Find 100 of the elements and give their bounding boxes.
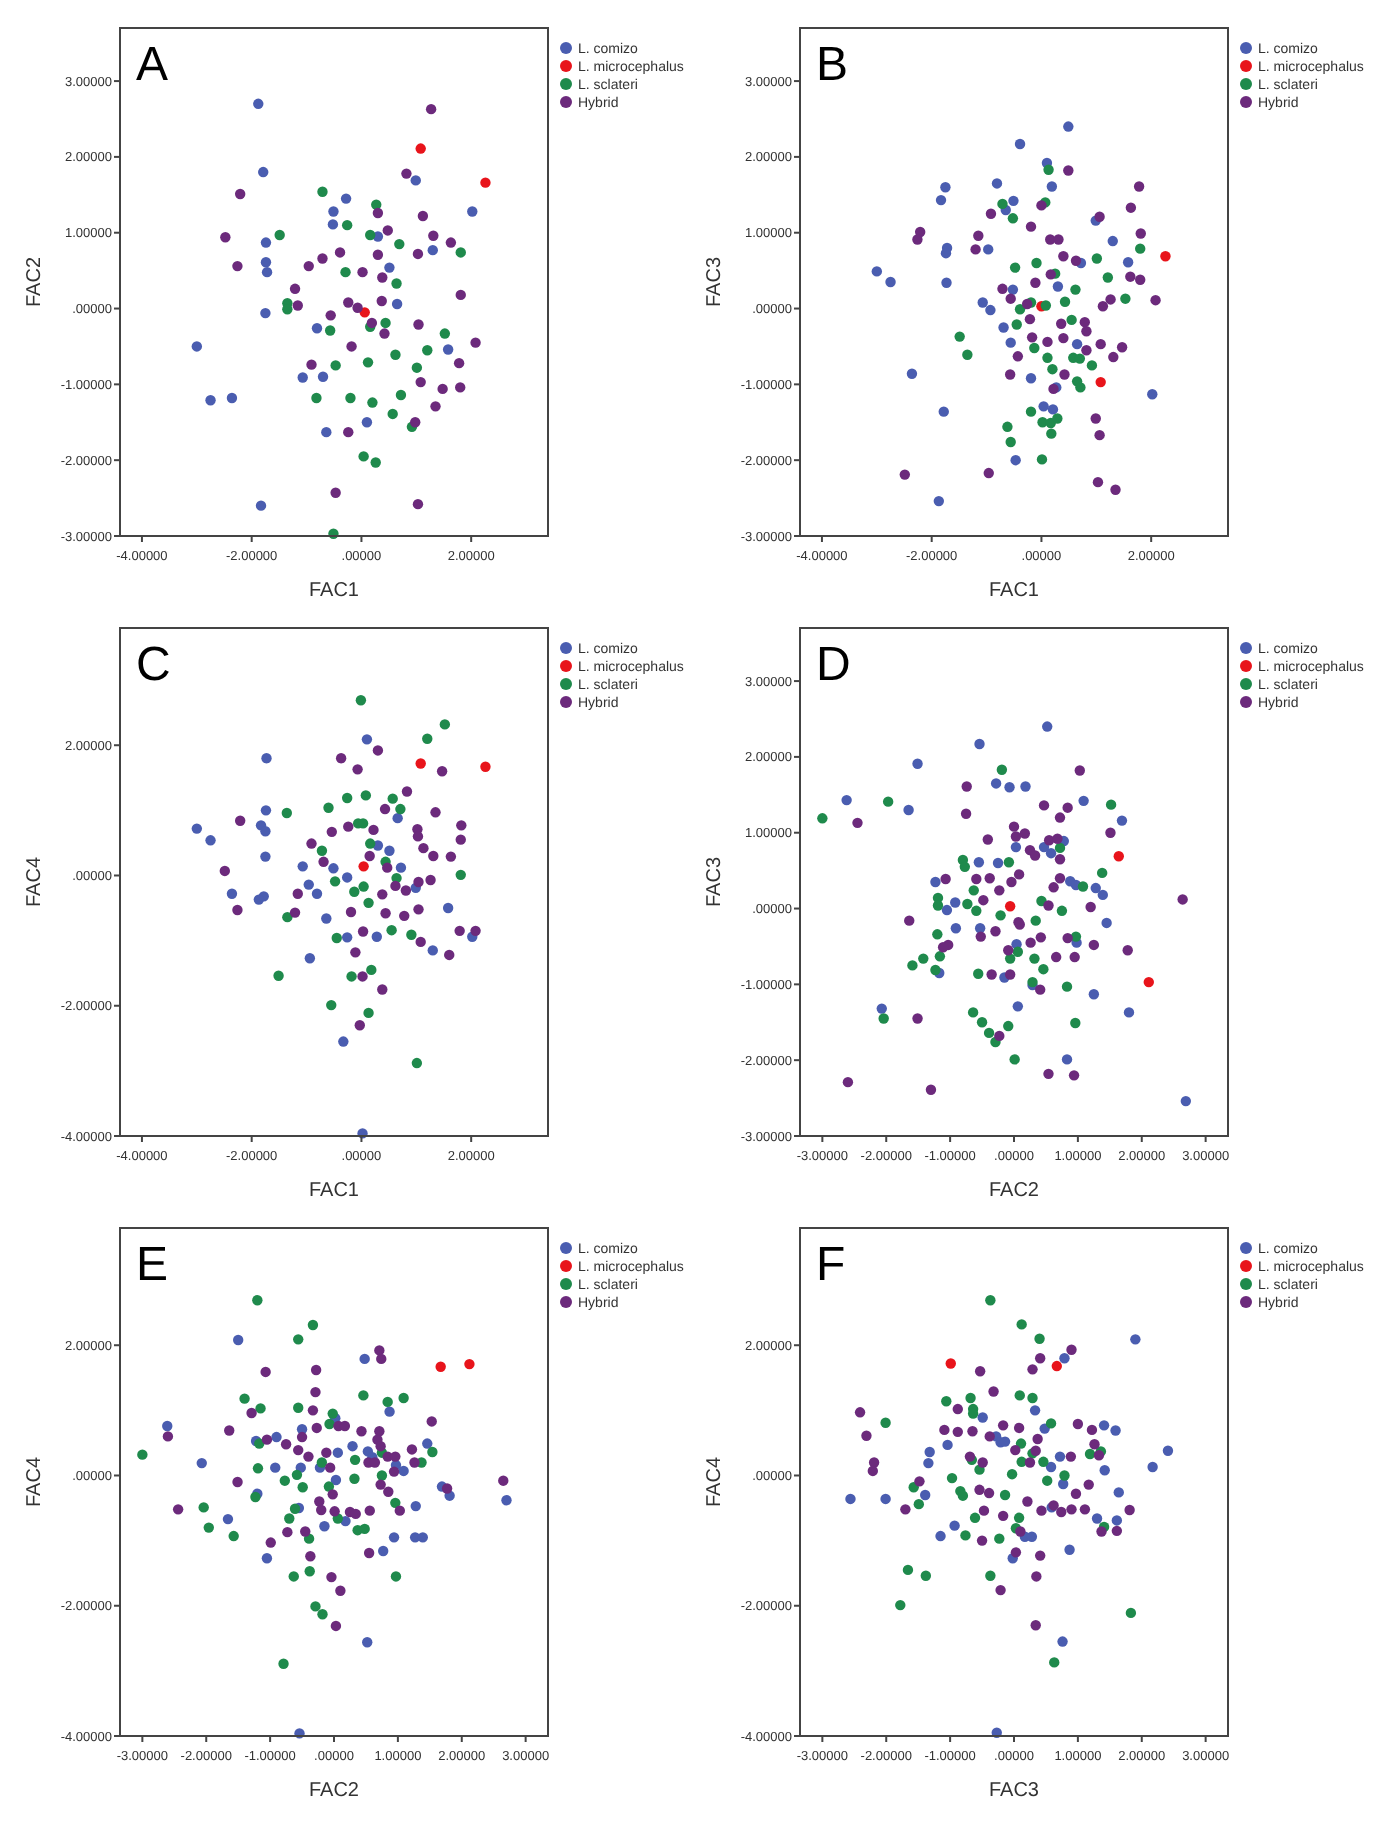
point bbox=[1008, 821, 1020, 832]
point bbox=[172, 1504, 184, 1515]
point bbox=[940, 182, 951, 193]
point bbox=[817, 813, 828, 824]
point bbox=[983, 1487, 995, 1499]
point bbox=[999, 1489, 1011, 1501]
y-axis-title: FAC3 bbox=[704, 856, 726, 908]
point bbox=[412, 831, 424, 842]
point bbox=[1105, 294, 1116, 305]
point bbox=[1003, 1020, 1014, 1032]
point bbox=[1098, 1420, 1110, 1431]
point bbox=[441, 1483, 453, 1494]
point bbox=[924, 1446, 935, 1458]
point bbox=[356, 1426, 367, 1437]
point bbox=[885, 276, 896, 288]
point bbox=[974, 1484, 985, 1496]
point bbox=[273, 970, 284, 981]
point bbox=[1043, 1068, 1054, 1080]
y-axis-title: FAC3 bbox=[704, 256, 726, 308]
point bbox=[480, 761, 491, 772]
point bbox=[357, 971, 368, 982]
point bbox=[289, 907, 301, 918]
point bbox=[289, 283, 301, 295]
point bbox=[1079, 1504, 1091, 1515]
point bbox=[939, 1424, 950, 1436]
point bbox=[303, 260, 314, 272]
point bbox=[1177, 894, 1188, 905]
point bbox=[439, 719, 451, 730]
point bbox=[1003, 857, 1015, 868]
point bbox=[867, 1465, 879, 1477]
point bbox=[1013, 1422, 1025, 1434]
point bbox=[311, 392, 322, 404]
point bbox=[387, 408, 398, 420]
point bbox=[390, 349, 401, 360]
point bbox=[261, 753, 272, 764]
point bbox=[328, 863, 339, 874]
point bbox=[1054, 842, 1066, 854]
point bbox=[974, 1366, 986, 1377]
point bbox=[996, 764, 1008, 775]
point bbox=[382, 225, 393, 236]
x-axis-title: FAC1 bbox=[308, 580, 360, 602]
point bbox=[1043, 900, 1054, 911]
point bbox=[1024, 1457, 1036, 1468]
point bbox=[1031, 257, 1042, 269]
point bbox=[372, 207, 384, 219]
point bbox=[394, 238, 405, 250]
point bbox=[1007, 213, 1019, 224]
point bbox=[876, 1003, 887, 1014]
point bbox=[985, 208, 997, 219]
point bbox=[1016, 1319, 1027, 1330]
point bbox=[258, 166, 269, 178]
point bbox=[1116, 342, 1128, 353]
point bbox=[371, 931, 382, 942]
y-axis-title: FAC4 bbox=[704, 1456, 726, 1508]
point bbox=[902, 1564, 914, 1576]
point bbox=[1057, 1478, 1069, 1490]
point bbox=[279, 1475, 291, 1486]
point bbox=[1038, 1456, 1049, 1468]
point bbox=[976, 1017, 988, 1028]
point bbox=[232, 904, 243, 916]
point bbox=[1010, 841, 1022, 853]
point bbox=[992, 857, 1004, 869]
point bbox=[994, 885, 1005, 896]
point bbox=[949, 1520, 960, 1531]
point bbox=[297, 861, 308, 872]
point bbox=[261, 266, 273, 278]
point bbox=[359, 1353, 370, 1365]
point bbox=[220, 232, 231, 243]
point bbox=[379, 328, 390, 339]
point bbox=[374, 1345, 385, 1356]
point bbox=[376, 1470, 388, 1481]
point bbox=[363, 897, 374, 909]
point bbox=[914, 1476, 925, 1487]
point bbox=[1052, 413, 1063, 424]
point bbox=[346, 341, 357, 352]
point bbox=[395, 803, 406, 815]
point bbox=[1045, 847, 1057, 859]
point bbox=[841, 794, 852, 806]
point bbox=[969, 1512, 981, 1524]
point bbox=[444, 949, 455, 961]
point bbox=[1091, 1513, 1103, 1524]
chart-title: B bbox=[816, 38, 849, 92]
y-axis-title: FAC4 bbox=[24, 856, 46, 908]
point bbox=[330, 1474, 342, 1486]
point bbox=[1070, 1017, 1081, 1029]
point bbox=[907, 960, 918, 971]
point bbox=[162, 1420, 173, 1432]
point bbox=[880, 1417, 891, 1428]
point bbox=[1046, 428, 1057, 439]
point bbox=[1059, 1470, 1070, 1481]
point bbox=[845, 1493, 856, 1505]
point bbox=[380, 317, 391, 329]
point bbox=[1005, 436, 1016, 448]
point bbox=[925, 1084, 937, 1095]
point bbox=[232, 260, 243, 272]
point bbox=[435, 1361, 446, 1372]
point bbox=[1051, 1360, 1062, 1372]
point bbox=[330, 1620, 342, 1632]
x-axis-title: FAC3 bbox=[988, 1780, 1040, 1802]
point bbox=[1022, 1496, 1033, 1507]
